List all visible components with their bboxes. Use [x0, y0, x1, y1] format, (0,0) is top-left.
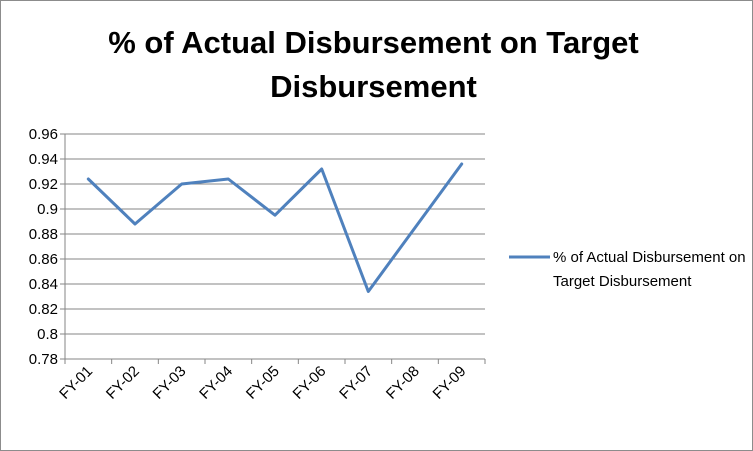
y-tick-label: 0.84 [29, 276, 58, 293]
y-tick-labels: 0.96 0.94 0.92 0.9 0.88 0.86 0.84 0.82 0.8 0.78 [29, 126, 58, 368]
y-tick-label: 0.88 [29, 226, 58, 243]
grid-lines [65, 133, 485, 335]
x-tick-label: FY-05 [243, 363, 283, 403]
y-tick-label: 0.94 [29, 151, 58, 168]
x-tick-label: FY-07 [336, 363, 376, 403]
legend-label: % of Actual Disbursement on Target Disbu… [553, 249, 746, 290]
y-tick-label: 0.96 [29, 126, 58, 143]
x-tick-label: FY-03 [150, 363, 190, 403]
y-tick-label: 0.82 [29, 301, 58, 318]
y-tick-label: 0.92 [29, 176, 58, 193]
x-tick-label: FY-09 [430, 363, 470, 403]
x-tick-label: FY-06 [290, 363, 330, 403]
x-tick-labels: FY-01 FY-02 FY-03 FY-04 FY-05 FY-06 FY-07 FY-08… [56, 363, 469, 403]
series-lines [86, 162, 464, 293]
x-tick-label: FY-02 [103, 363, 143, 403]
y-tick-label: 0.8 [37, 326, 58, 343]
y-tick-label: 0.86 [29, 251, 58, 268]
y-tick-label: 0.9 [37, 201, 58, 218]
y-tick-label: 0.78 [29, 351, 58, 368]
chart-title: % of Actual Disbursement on Target Disbu… [108, 25, 639, 104]
series-line-0 [86, 162, 464, 293]
x-tick-label: FY-04 [196, 363, 236, 403]
x-tick-label: FY-01 [56, 363, 96, 403]
x-tick-label: FY-08 [383, 363, 423, 403]
axes [60, 133, 486, 364]
